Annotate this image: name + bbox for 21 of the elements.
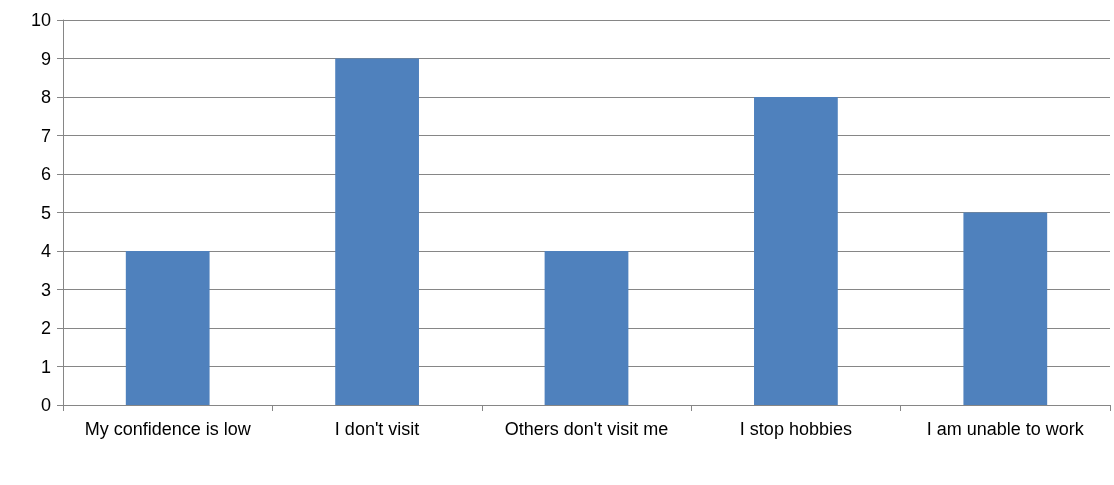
- bar: [963, 212, 1048, 405]
- y-tick-label: 6: [40, 164, 51, 184]
- y-tick-label: 8: [40, 87, 51, 107]
- x-tick-label: Others don't visit me: [504, 419, 669, 439]
- x-tick-label: I don't visit: [334, 419, 420, 439]
- bar: [754, 97, 838, 405]
- bar: [335, 58, 419, 405]
- y-tick-label: 0: [40, 395, 51, 415]
- x-tick-label: My confidence is low: [84, 419, 252, 439]
- y-tick-label: 1: [40, 356, 51, 377]
- y-tick-label: 7: [40, 125, 51, 146]
- y-tick-label: 4: [40, 241, 51, 261]
- y-tick-label: 2: [40, 318, 51, 338]
- bar: [544, 251, 629, 405]
- y-tick-label: 9: [40, 48, 51, 69]
- y-tick-label: 10: [30, 10, 51, 30]
- x-tick-label: I stop hobbies: [739, 419, 852, 439]
- y-tick-label: 3: [40, 279, 51, 300]
- bar: [125, 251, 210, 405]
- y-tick-label: 5: [40, 202, 51, 223]
- x-tick-label: I am unable to work: [926, 419, 1085, 439]
